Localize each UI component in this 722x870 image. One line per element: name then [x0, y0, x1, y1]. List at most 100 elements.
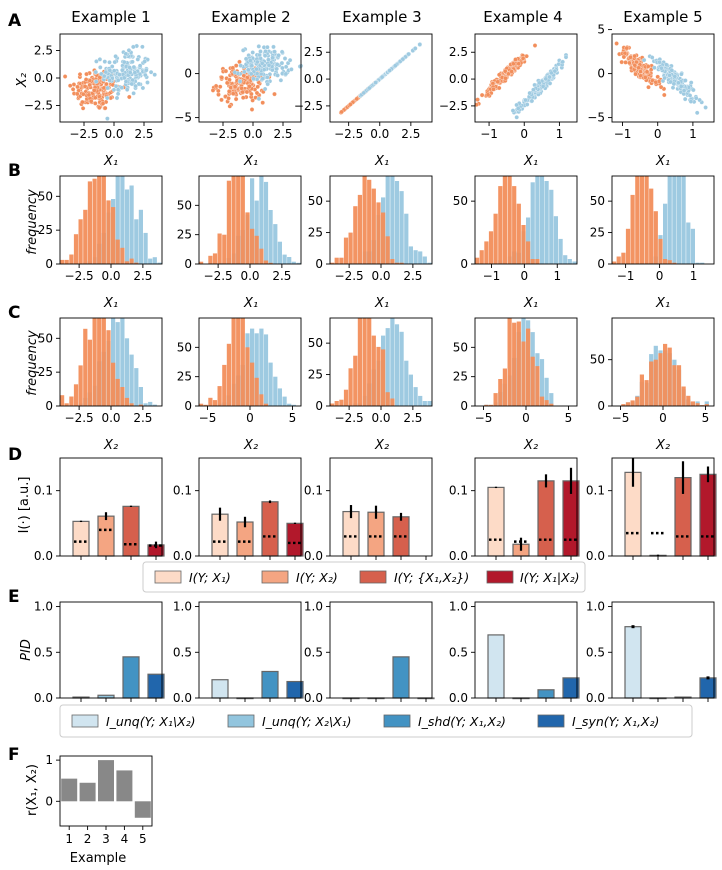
scatter-point-blue [104, 95, 110, 101]
hist-x2-bar-blue [394, 324, 400, 406]
hist-x2-bar-orange [493, 393, 498, 406]
row-a-xlabels: X₁ X₁ X₁ X₁ X₁ [103, 154, 670, 169]
hist-x2-bar-orange [138, 404, 143, 406]
scatter-point-orange [239, 86, 244, 91]
hist-x1-bar-orange [663, 259, 668, 264]
hist-x1-bar-orange [259, 248, 264, 264]
hist-x1-bar-blue [427, 262, 432, 264]
hist-x2-1-ytick-label-0: 0 [45, 399, 53, 413]
scatter-5-frame [611, 33, 715, 123]
hist-x1-2-xtick-label-2: 2.5 [272, 269, 291, 283]
hist-x2-1-ytick-label-1: 25 [38, 365, 53, 379]
hist-x1-2-ytick-label-2: 50 [177, 198, 192, 212]
legend-mi-swatch-1 [154, 570, 182, 584]
scatter-point-blue [240, 48, 246, 53]
hist-x2-bar-orange [630, 400, 635, 406]
scatter-point-orange [644, 69, 650, 75]
scatter-point-orange [623, 60, 628, 65]
scatter-point-orange [339, 109, 344, 115]
hist-x1-bar-blue [263, 181, 269, 264]
scatter-point-blue [547, 74, 552, 80]
scatter-point-orange [254, 90, 260, 96]
hist-x1-bar-orange [343, 237, 349, 264]
scatter-point-orange [653, 79, 659, 85]
hist-x2-bar-orange [263, 403, 269, 406]
scatter-4-ytick-label-0: −2.5 [439, 99, 468, 113]
hist-x2-bar-orange [217, 386, 222, 406]
scatter-point-blue [94, 59, 99, 64]
scatter-point-blue [107, 78, 112, 83]
hist-x2-bar-orange [353, 355, 358, 406]
scatter-point-blue [679, 71, 684, 77]
scatter-point-blue [670, 85, 676, 90]
scatter-point-blue [274, 62, 280, 67]
scatter-point-orange [233, 96, 239, 102]
legend-mi-label-3: I(Y; {X₁,X₂}) [394, 570, 469, 585]
pid-1-frame [59, 601, 163, 699]
hist-x2-bar-orange [667, 347, 672, 406]
scatter-point-blue [249, 63, 254, 68]
scatter-point-orange [348, 102, 353, 107]
hist-x1-3-ytick-label-0: 0 [315, 257, 323, 271]
hist-x1-3-xtick-label-1: 0.0 [371, 269, 390, 283]
hist-x2-bar-blue [254, 333, 259, 406]
hist-x1-bar-blue [277, 241, 282, 264]
scatter-point-orange [247, 84, 252, 89]
scatter-point-orange [633, 71, 638, 77]
scatter-point-orange [491, 87, 496, 92]
mi-3-ytick-label-0: 0.0 [304, 549, 323, 563]
hist-x2-bar-orange [69, 396, 74, 406]
scatter-point-orange [127, 94, 132, 100]
hist-x1-bar-blue [558, 238, 563, 264]
scatter-point-blue [669, 68, 675, 73]
scatter-point-orange [80, 106, 86, 111]
legend-pid-swatch-2 [227, 714, 255, 728]
hist-x1-bar-blue [681, 176, 686, 264]
correlation-bar-3 [98, 760, 114, 802]
scatter-point-blue [262, 53, 268, 58]
scatter-1-xtick-label-1: 0.0 [104, 127, 123, 141]
hist-x2-bar-blue [120, 318, 125, 406]
scatter-point-blue [681, 88, 687, 93]
hist-x1-bar-orange [507, 176, 512, 264]
hist-x2-bar-blue [291, 404, 296, 406]
hist-x2-bar-orange [367, 318, 372, 406]
mi-4-ytick-label-0: 0.0 [449, 549, 468, 563]
row-d-ylabel: I(·) [a.u.] [17, 477, 32, 534]
scatter-3-xtick-label-2: 2.5 [401, 127, 420, 141]
hist-x1-bar-blue [268, 210, 273, 264]
hist-x2-bar-blue [408, 374, 413, 406]
hist-x1-1-xtick-label-1: 0.0 [101, 269, 120, 283]
hist-x1-bar-orange [612, 261, 617, 264]
hist-x1-5-xtick-label-1: 0 [656, 269, 664, 283]
scatter-point-orange [645, 64, 651, 69]
scatter-1-xtick-label-0: −2.5 [69, 127, 98, 141]
hist-x1-bar-orange [616, 256, 621, 264]
pid-panel-3: 0.0 0.5 1.0 [304, 600, 435, 705]
mi-bar-3 [122, 505, 140, 557]
hist-x2-bar-orange [512, 322, 517, 406]
scatter-point-blue [250, 50, 255, 55]
scatter-point-blue [256, 96, 262, 102]
hist-x2-2-xtick-label-2: 5 [289, 411, 297, 425]
hist-x1-bar-orange [621, 252, 626, 264]
hist-x1-bar-blue [152, 257, 157, 264]
correlation-xtick-label-2: 2 [84, 832, 92, 846]
pid-2-ytick-label-1: 0.5 [173, 645, 192, 659]
scatter-point-orange [233, 63, 239, 68]
scatter-point-blue [119, 85, 125, 90]
scatter-point-blue [641, 57, 647, 63]
scatter-point-blue [251, 76, 256, 81]
mi-1-ytick-label-0: 0.0 [34, 549, 53, 563]
mi-3-ytick-label-1: 0.1 [304, 484, 323, 498]
hist-x1-bar-orange [222, 234, 227, 264]
hist-x1-bar-blue [567, 259, 572, 264]
scatter-point-blue [254, 66, 259, 72]
scatter-1-ytick-label-1: 0.0 [34, 71, 53, 85]
hist-x1-bar-orange [106, 200, 111, 264]
row-b-xlabel-3: X₁ [374, 296, 389, 311]
scatter-point-blue [115, 78, 121, 83]
hist-x2-4-ytick-label-0: 0 [460, 399, 468, 413]
scatter-point-orange [216, 88, 221, 94]
scatter-point-blue [373, 80, 378, 85]
